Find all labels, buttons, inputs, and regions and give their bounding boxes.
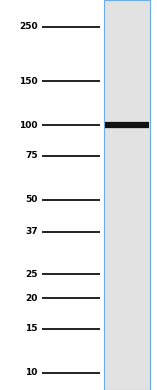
Text: 50: 50 — [25, 195, 38, 204]
Text: 25: 25 — [25, 269, 38, 278]
Text: 20: 20 — [25, 294, 38, 303]
Text: 10: 10 — [25, 368, 38, 377]
Text: 150: 150 — [19, 77, 38, 86]
Text: 250: 250 — [19, 22, 38, 31]
Text: 15: 15 — [25, 324, 38, 333]
Text: 100: 100 — [19, 121, 38, 129]
Bar — [104, 0, 150, 390]
Text: 37: 37 — [25, 227, 38, 236]
Text: 75: 75 — [25, 151, 38, 160]
